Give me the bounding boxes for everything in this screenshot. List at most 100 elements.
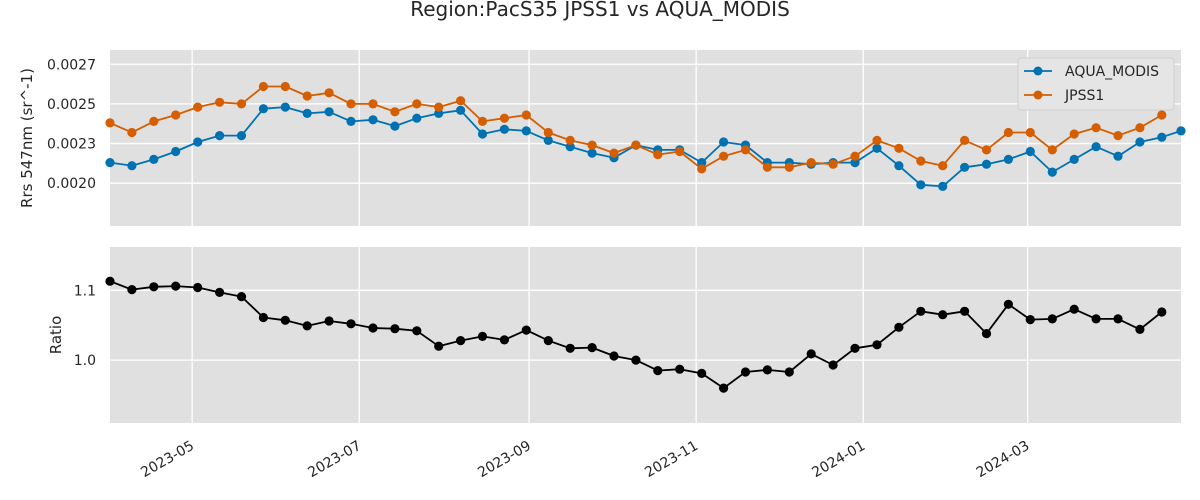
top-point-jpss1 [653, 150, 663, 160]
top-point-aqua-modis [1069, 154, 1079, 164]
top-point-jpss1 [1157, 110, 1167, 120]
x-tick-label: 2024-03 [974, 438, 1033, 481]
top-point-jpss1 [1135, 123, 1145, 133]
top-point-aqua-modis [477, 129, 488, 139]
bottom-point-ratio [149, 282, 159, 292]
bottom-series [105, 276, 1167, 393]
top-y-axis-label: Rrs 547nm (sr^-1) [18, 68, 36, 208]
bottom-point-ratio [390, 324, 400, 334]
x-tick-label: 2023-07 [305, 438, 364, 481]
bottom-point-ratio [193, 282, 203, 293]
top-point-aqua-modis [697, 158, 707, 168]
top-point-jpss1 [916, 156, 926, 166]
top-point-jpss1 [1025, 127, 1035, 138]
x-tick-label: 2023-09 [475, 438, 534, 481]
top-point-aqua-modis [1157, 132, 1167, 142]
top-point-jpss1 [149, 116, 159, 126]
top-point-jpss1 [193, 102, 203, 112]
bottom-grid [110, 247, 1181, 423]
top-point-jpss1 [324, 88, 334, 98]
top-point-aqua-modis [1113, 151, 1123, 161]
x-axis: 2023-05 2023-07 2023-09 2023-11 2024-01 2024-… [138, 438, 1032, 481]
top-point-jpss1 [499, 113, 509, 123]
top-point-jpss1 [390, 107, 400, 117]
top-point-jpss1 [1113, 131, 1123, 141]
top-point-aqua-modis [193, 137, 203, 147]
y-tick-label: 0.0027 [47, 57, 96, 73]
top-point-jpss1 [543, 127, 553, 138]
top-point-jpss1 [960, 135, 970, 145]
top-point-aqua-modis [960, 162, 970, 172]
top-point-jpss1 [565, 135, 575, 145]
top-point-aqua-modis [280, 102, 290, 112]
top-point-jpss1 [521, 110, 531, 120]
top-point-aqua-modis [149, 154, 159, 164]
bottom-point-ratio [236, 292, 247, 302]
legend-marker-aqua [1033, 66, 1043, 76]
x-tick-label: 2023-11 [642, 438, 701, 481]
top-point-jpss1 [762, 162, 773, 172]
y-tick-label: 0.0025 [47, 97, 96, 113]
top-point-jpss1 [236, 99, 247, 109]
bottom-point-ratio [784, 367, 794, 377]
bottom-point-ratio [587, 343, 597, 353]
bottom-point-ratio [565, 343, 575, 353]
top-point-aqua-modis [1091, 142, 1101, 152]
bottom-point-ratio [1135, 324, 1145, 334]
top-point-jpss1 [171, 110, 181, 120]
legend-box [1017, 57, 1175, 111]
top-point-aqua-modis [368, 115, 378, 125]
top-point-jpss1 [1047, 145, 1057, 155]
y-tick-label: 0.0023 [47, 137, 96, 153]
top-point-jpss1 [215, 97, 225, 107]
top-point-aqua-modis [894, 161, 904, 171]
bottom-point-ratio [499, 335, 509, 345]
top-point-aqua-modis [587, 148, 597, 158]
bottom-point-ratio [412, 326, 422, 336]
bottom-point-ratio [324, 316, 334, 326]
bottom-point-ratio [675, 364, 685, 374]
top-point-aqua-modis [456, 105, 466, 115]
top-point-jpss1 [675, 146, 685, 157]
bottom-point-ratio [215, 287, 225, 297]
top-point-aqua-modis [565, 142, 575, 152]
top-series [105, 81, 1186, 191]
bottom-point-ratio [477, 331, 488, 341]
y-tick-label: 1.0 [74, 353, 96, 369]
top-point-jpss1 [587, 140, 597, 150]
bottom-point-ratio [302, 321, 312, 331]
top-point-jpss1 [609, 148, 619, 158]
top-point-jpss1 [456, 96, 466, 106]
chart-title: Region:PacS35 JPSS1 vs AQUA_MODIS [410, 0, 790, 21]
top-point-jpss1 [784, 162, 794, 172]
top-point-jpss1 [477, 116, 488, 126]
top-point-jpss1 [697, 164, 707, 174]
bottom-point-ratio [960, 306, 970, 316]
bottom-point-ratio [1157, 307, 1167, 317]
top-point-jpss1 [894, 143, 904, 153]
y-tick-label: 1.1 [74, 283, 96, 299]
top-point-aqua-modis [916, 180, 926, 190]
bottom-point-ratio [171, 281, 181, 291]
bottom-point-ratio [894, 322, 904, 332]
legend-label-aqua: AQUA_MODIS [1065, 64, 1159, 80]
top-point-jpss1 [872, 135, 882, 145]
top-point-aqua-modis [390, 121, 400, 131]
top-point-jpss1 [981, 145, 992, 155]
top-point-jpss1 [412, 99, 422, 109]
top-point-aqua-modis [1025, 146, 1035, 157]
top-point-jpss1 [719, 151, 729, 161]
top-point-jpss1 [938, 161, 948, 171]
legend: AQUA_MODIS JPSS1 [1017, 57, 1175, 111]
bottom-point-ratio [631, 355, 641, 365]
bottom-point-ratio [368, 323, 378, 333]
bottom-point-ratio [850, 343, 860, 353]
bottom-point-ratio [762, 365, 773, 375]
top-point-aqua-modis [346, 116, 356, 126]
legend-marker-jpss1 [1033, 90, 1043, 100]
top-point-jpss1 [105, 118, 115, 128]
top-point-aqua-modis [105, 158, 115, 168]
top-point-aqua-modis [521, 126, 531, 136]
bottom-point-ratio [981, 329, 992, 339]
